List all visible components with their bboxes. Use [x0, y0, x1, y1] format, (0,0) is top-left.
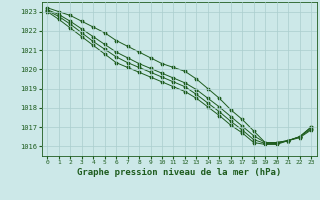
X-axis label: Graphe pression niveau de la mer (hPa): Graphe pression niveau de la mer (hPa) [77, 168, 281, 177]
